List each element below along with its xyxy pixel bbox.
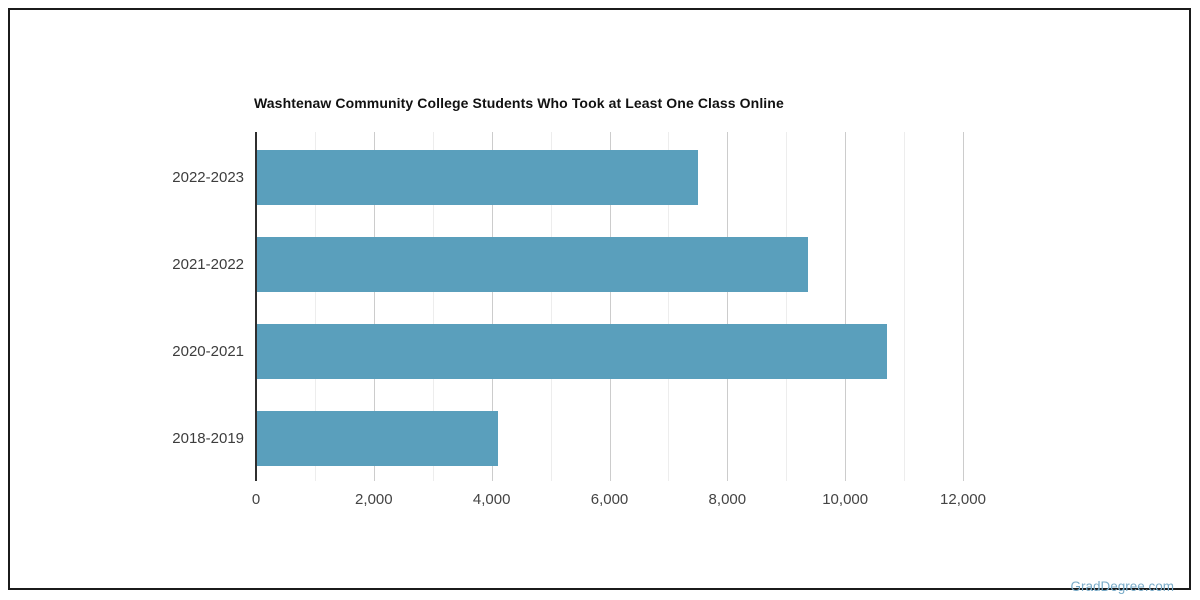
y-category-label: 2018-2019 — [172, 429, 244, 447]
major-gridline — [963, 132, 964, 481]
x-tick-label: 4,000 — [472, 491, 511, 508]
x-tick-label: 10,000 — [822, 491, 869, 508]
x-tick-label: 2,000 — [355, 491, 393, 508]
x-tick-label: 6,000 — [590, 491, 629, 508]
minor-gridline — [550, 132, 552, 481]
watermark-link[interactable]: GradDegree.com — [1070, 579, 1174, 594]
bar-2020-2021 — [257, 324, 888, 379]
major-gridline — [845, 132, 847, 481]
minor-gridline — [314, 132, 316, 481]
minor-gridline — [668, 132, 670, 481]
x-tick-label: 8,000 — [708, 491, 747, 508]
y-axis-line — [255, 132, 257, 481]
bar-2021-2022 — [257, 237, 808, 292]
minor-gridline — [786, 132, 788, 481]
plot-area — [255, 132, 964, 481]
major-gridline — [609, 132, 611, 481]
y-category-label: 2021-2022 — [172, 255, 244, 273]
minor-gridline — [904, 132, 906, 481]
major-gridline — [727, 132, 729, 481]
bar-2022-2023 — [257, 150, 699, 205]
bar-2018-2019 — [257, 411, 498, 466]
y-category-label: 2022-2023 — [172, 168, 244, 186]
major-gridline — [491, 132, 493, 481]
chart-frame: Washtenaw Community College Students Who… — [8, 8, 1191, 594]
chart-title: Washtenaw Community College Students Who… — [254, 95, 784, 111]
major-gridline — [373, 132, 375, 481]
x-tick-label: 12,000 — [940, 491, 986, 508]
y-category-label: 2020-2021 — [172, 342, 244, 360]
x-tick-label: 0 — [251, 491, 261, 508]
minor-gridline — [432, 132, 434, 481]
